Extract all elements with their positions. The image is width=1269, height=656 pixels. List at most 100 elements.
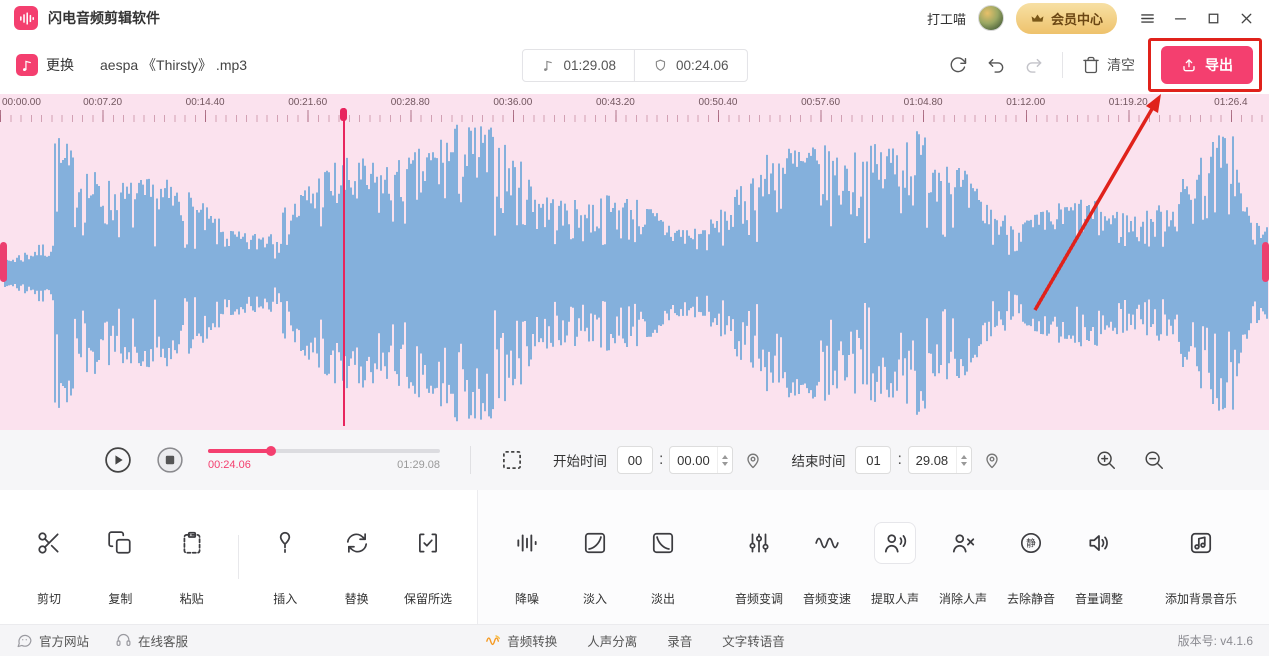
tool-pitch[interactable]: 音频变调 [734,490,784,624]
tool-label: 剪切 [36,592,61,606]
tool-label: 音频变调 [734,592,783,606]
trim-handle-left[interactable] [0,242,7,282]
total-time: 01:29.08 [397,459,440,471]
denoise-bars-icon [506,522,548,564]
change-file-button[interactable]: 更换 [46,57,74,73]
progress-group: 00:24.06 01:29.08 [208,446,440,471]
start-seconds-input[interactable]: 00.00 [669,446,734,474]
audio-convert-link[interactable]: 音频转换 [484,631,557,650]
audio-convert-label: 音频转换 [507,635,558,649]
redo-icon[interactable] [1024,55,1044,75]
vocal-separation-link[interactable]: 人声分离 [587,631,637,650]
tool-add-bgm[interactable]: 添加背景音乐 [1165,490,1237,624]
member-center-button[interactable]: 会员中心 [1015,2,1117,34]
remove-vocal-icon [942,522,984,564]
tool-label: 提取人声 [870,592,919,606]
ruler-label: 00:28.80 [390,97,430,108]
divider [237,535,239,579]
vocal-separation-label: 人声分离 [587,635,638,649]
time-info-boxes: 01:29.08 00:24.06 [521,48,748,82]
minimize-button[interactable] [1172,10,1189,27]
tool-fade-out[interactable]: 淡出 [638,490,688,624]
playhead-cap[interactable] [340,108,348,121]
tool-keep-selected[interactable]: 保留所选 [403,490,453,624]
member-center-label: 会员中心 [1050,11,1103,27]
avatar[interactable] [977,5,1004,31]
tool-remove-vocal[interactable]: 消除人声 [938,490,988,624]
export-button[interactable]: 导出 [1161,46,1253,84]
trash-icon [1081,55,1101,75]
play-button[interactable] [104,446,132,474]
waveform-area[interactable]: 00:00.00 00:07.20 00:14.40 00:21.60 00:28.80… [0,94,1269,430]
current-time: 00:24.06 [208,459,251,471]
upload-icon [1181,57,1197,73]
chat-bubble-icon [16,632,33,649]
playhead[interactable] [340,108,348,426]
tool-cut[interactable]: 剪切 [24,490,74,624]
tool-denoise[interactable]: 降噪 [502,490,552,624]
progress-fill [208,449,271,453]
tool-label: 音频变速 [802,592,851,606]
paste-icon [171,522,213,564]
tool-label: 添加背景音乐 [1164,592,1237,606]
official-site-link[interactable]: 官方网站 [16,631,89,650]
start-minutes-input[interactable]: 00 [617,446,653,474]
tool-extract-vocal[interactable]: 提取人声 [870,490,920,624]
end-seconds-input[interactable]: 29.08 [907,446,972,474]
tool-label: 去除静音 [1006,592,1055,606]
end-minutes-input[interactable]: 01 [855,446,892,474]
tools-panel: 剪切 复制 粘贴 插入 [0,490,1269,624]
remove-silence-icon: 静 [1010,522,1052,564]
trim-handle-right[interactable] [1262,242,1269,282]
tool-speed[interactable]: 音频变速 [802,490,852,624]
tool-volume[interactable]: 音量调整 [1074,490,1124,624]
duration-note-icon [540,58,555,73]
tool-copy[interactable]: 复制 [95,490,145,624]
selection-box-icon[interactable] [499,447,525,473]
maximize-button[interactable] [1205,10,1222,27]
music-note-icon[interactable] [16,54,38,76]
stop-button[interactable] [156,446,184,474]
tool-label: 插入 [273,592,298,606]
tool-paste[interactable]: 粘贴 [167,490,217,624]
titlebar-right: 打工喵 会员中心 [927,2,1255,34]
ruler-label: 01:04.80 [903,97,943,108]
zoom-in-icon[interactable] [1095,449,1117,471]
waveform[interactable] [0,122,1269,424]
support-link[interactable]: 在线客服 [115,631,188,650]
tts-label: 文字转语音 [722,635,785,649]
tool-label: 复制 [108,592,133,606]
progress-knob[interactable] [265,446,276,456]
timeline-ruler[interactable]: 00:00.00 00:07.20 00:14.40 00:21.60 00:28.80… [0,97,1269,109]
ruler-label: 00:43.20 [595,97,635,108]
start-time-label: 开始时间 [553,454,607,469]
pin-end-icon[interactable] [982,450,1002,470]
zoom-out-icon[interactable] [1143,449,1165,471]
tool-replace[interactable]: 替换 [332,490,382,624]
start-stepper[interactable] [717,447,732,473]
tool-label: 淡入 [582,592,607,606]
pin-start-icon[interactable] [743,450,763,470]
ruler-label: 00:00.00 [2,97,41,108]
keep-selected-icon [407,522,449,564]
ruler-label: 00:14.40 [185,97,225,108]
tts-link[interactable]: 文字转语音 [722,631,785,650]
clear-button[interactable]: 清空 [1081,55,1135,75]
record-link[interactable]: 录音 [667,631,692,650]
tool-remove-silence[interactable]: 静 去除静音 [1006,490,1056,624]
close-button[interactable] [1238,10,1255,27]
menu-icon[interactable] [1139,10,1156,27]
undo-icon[interactable] [986,55,1006,75]
tool-fade-in[interactable]: 淡入 [570,490,620,624]
tool-label: 替换 [344,592,369,606]
progress-bar[interactable] [208,446,440,456]
refresh-icon[interactable] [948,55,968,75]
version-text: 版本号: v4.1.6 [1177,634,1253,648]
edit-tools-group: 剪切 复制 粘贴 插入 [0,490,477,624]
end-stepper[interactable] [955,447,971,473]
headset-icon [115,632,132,649]
tool-insert[interactable]: 插入 [260,490,310,624]
end-time-label: 结束时间 [791,454,846,469]
zoom-controls [1095,449,1165,471]
